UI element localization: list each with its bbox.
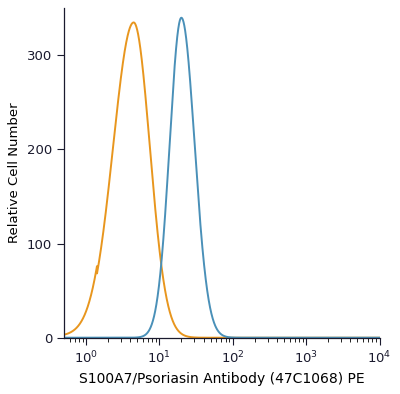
X-axis label: S100A7/Psoriasin Antibody (47C1068) PE: S100A7/Psoriasin Antibody (47C1068) PE <box>79 372 364 386</box>
Y-axis label: Relative Cell Number: Relative Cell Number <box>8 103 21 243</box>
